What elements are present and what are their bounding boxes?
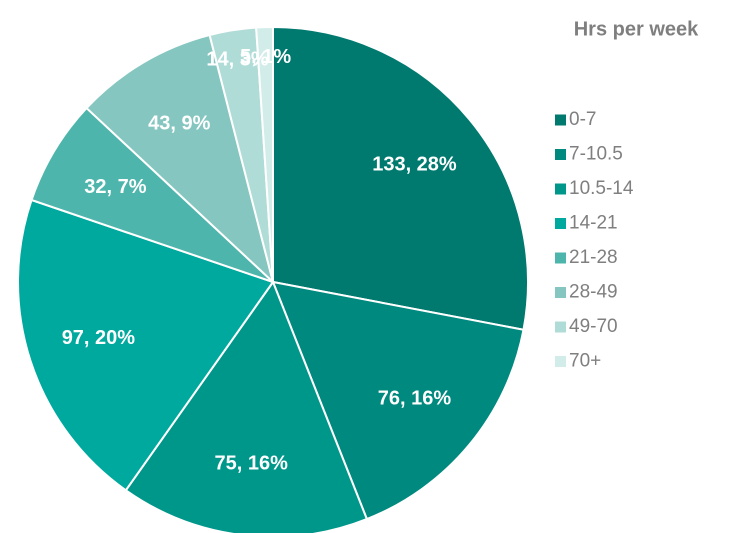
legend-swatch bbox=[555, 114, 566, 126]
legend-swatch bbox=[555, 287, 566, 298]
pie-slice bbox=[255, 25, 274, 283]
legend-label: 21-28 bbox=[569, 247, 618, 268]
data-label: 43, 9% bbox=[148, 112, 210, 134]
pie-slice bbox=[272, 25, 529, 331]
pie-slice bbox=[30, 106, 274, 283]
legend-label: 10.5-14 bbox=[569, 178, 634, 199]
legend-swatch bbox=[555, 183, 566, 195]
legend-label: 14-21 bbox=[569, 213, 618, 234]
data-label: 133, 28% bbox=[372, 153, 457, 175]
legend-swatch bbox=[555, 252, 566, 264]
legend-title: Hrs per week bbox=[574, 18, 699, 40]
legend-label: 70+ bbox=[569, 351, 601, 372]
pie-slice bbox=[124, 279, 369, 533]
legend-label: 7-10.5 bbox=[569, 144, 623, 165]
legend-label: 28-49 bbox=[569, 282, 618, 303]
legend-swatch bbox=[555, 218, 566, 229]
legend-label: 0-7 bbox=[569, 109, 596, 130]
data-label: 97, 20% bbox=[62, 327, 136, 349]
pie-slice bbox=[85, 33, 275, 286]
data-label: 76, 16% bbox=[378, 387, 452, 409]
data-label: 14, 3% bbox=[206, 49, 268, 71]
legend-swatch bbox=[555, 321, 566, 333]
pie-slice bbox=[271, 280, 525, 521]
legend-label: 49-70 bbox=[569, 316, 618, 337]
data-label: 75, 16% bbox=[214, 453, 288, 475]
pie-slice bbox=[17, 198, 275, 492]
legend-swatch bbox=[555, 149, 566, 160]
data-label: 32, 7% bbox=[84, 176, 146, 198]
legend-swatch bbox=[555, 356, 566, 367]
data-label: 5, 1% bbox=[240, 46, 291, 68]
